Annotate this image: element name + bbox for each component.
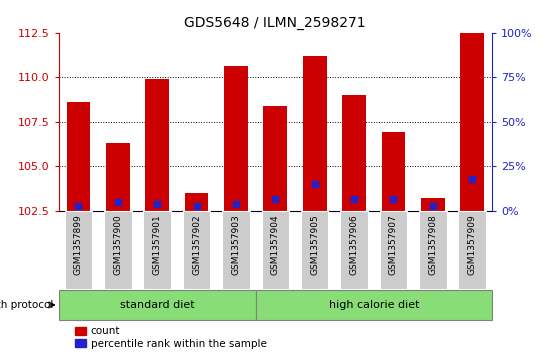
Bar <box>263 106 287 211</box>
Text: GSM1357907: GSM1357907 <box>389 215 398 275</box>
Point <box>231 201 240 207</box>
Bar <box>222 211 250 289</box>
Bar <box>340 211 368 289</box>
Text: GSM1357901: GSM1357901 <box>153 215 162 275</box>
Point <box>310 181 319 187</box>
Point <box>74 203 83 209</box>
Bar <box>458 211 486 289</box>
Point <box>113 199 122 204</box>
Bar <box>59 290 255 320</box>
Title: GDS5648 / ILMN_2598271: GDS5648 / ILMN_2598271 <box>184 16 366 30</box>
Legend: count, percentile rank within the sample: count, percentile rank within the sample <box>75 326 267 348</box>
Text: GSM1357908: GSM1357908 <box>428 215 437 275</box>
Text: GSM1357904: GSM1357904 <box>271 215 280 275</box>
Bar <box>184 193 209 211</box>
Bar <box>461 33 484 211</box>
Bar <box>301 211 329 289</box>
Bar <box>382 132 405 211</box>
Point <box>389 196 398 202</box>
Point <box>428 203 437 209</box>
Text: growth protocol: growth protocol <box>0 300 53 310</box>
Point <box>271 196 280 202</box>
Point <box>192 203 201 209</box>
Bar <box>419 211 447 289</box>
Bar <box>104 211 131 289</box>
Bar <box>145 79 169 211</box>
Text: GSM1357902: GSM1357902 <box>192 215 201 275</box>
Bar <box>421 198 444 211</box>
Point <box>468 176 477 182</box>
Text: high calorie diet: high calorie diet <box>329 300 419 310</box>
Text: GSM1357900: GSM1357900 <box>113 215 122 275</box>
Bar <box>380 211 408 289</box>
Point <box>153 201 162 207</box>
Bar <box>342 95 366 211</box>
Point <box>349 196 358 202</box>
Bar <box>303 56 326 211</box>
Bar <box>224 66 248 211</box>
Text: GSM1357909: GSM1357909 <box>468 215 477 275</box>
Bar <box>143 211 171 289</box>
Text: standard diet: standard diet <box>120 300 195 310</box>
Bar <box>65 211 92 289</box>
Bar <box>183 211 210 289</box>
Text: GSM1357905: GSM1357905 <box>310 215 319 275</box>
Text: GSM1357903: GSM1357903 <box>231 215 240 275</box>
Bar <box>255 290 492 320</box>
Text: GSM1357906: GSM1357906 <box>349 215 358 275</box>
Bar <box>106 143 130 211</box>
Bar <box>262 211 289 289</box>
Text: GSM1357899: GSM1357899 <box>74 215 83 275</box>
Bar <box>67 102 90 211</box>
